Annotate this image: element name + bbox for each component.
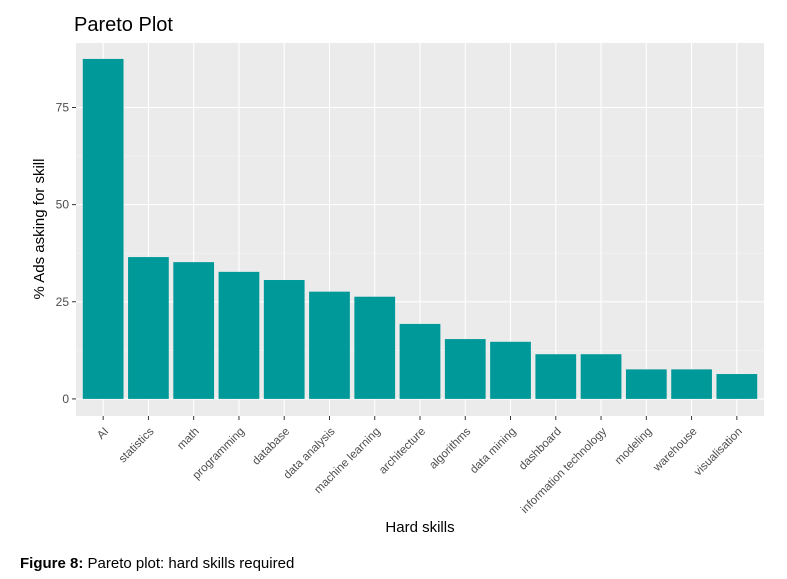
x-tick-label: modeling (613, 426, 654, 467)
x-tick-label: AI (95, 426, 111, 442)
y-tick-label: 25 (56, 295, 70, 309)
bar (444, 339, 486, 399)
bar (535, 354, 577, 399)
chart-title: Pareto Plot (74, 14, 173, 36)
y-tick-label: 75 (56, 100, 70, 114)
bar (82, 58, 124, 399)
bar (671, 369, 712, 399)
figure-caption-text: Pareto plot: hard skills required (83, 555, 295, 572)
y-tick-label: 0 (62, 392, 69, 406)
figure-caption-label: Figure 8: (20, 555, 84, 572)
x-tick-label: dashboard (517, 426, 564, 473)
x-tick-label: warehouse (651, 426, 700, 475)
x-tick-label: architecture (377, 426, 428, 477)
bar (173, 262, 215, 399)
x-tick-label: algorithms (427, 425, 473, 471)
x-tick-label: visualisation (692, 426, 745, 479)
bar (309, 291, 350, 399)
x-tick-label: information technology (519, 425, 609, 515)
bar (716, 374, 758, 399)
y-axis-title: % Ads asking for skill (31, 159, 48, 300)
bar (218, 271, 260, 399)
x-tick-label: statistics (117, 425, 157, 465)
bars (82, 58, 758, 399)
bar (354, 296, 396, 399)
bar (625, 369, 667, 399)
y-tick-label: 50 (56, 198, 70, 212)
bar (580, 354, 622, 399)
x-tick-label: data mining (468, 426, 519, 477)
bar (399, 323, 441, 399)
figure-caption: Figure 8: Pareto plot: hard skills requi… (20, 555, 294, 572)
bar (263, 280, 305, 399)
x-tick-label: math (175, 426, 202, 453)
x-tick-label: database (250, 426, 292, 468)
y-axis-ticks: 0 25 50 75 (56, 100, 76, 406)
bar (490, 341, 531, 399)
x-axis-title: Hard skills (385, 519, 454, 536)
bar (128, 257, 169, 399)
